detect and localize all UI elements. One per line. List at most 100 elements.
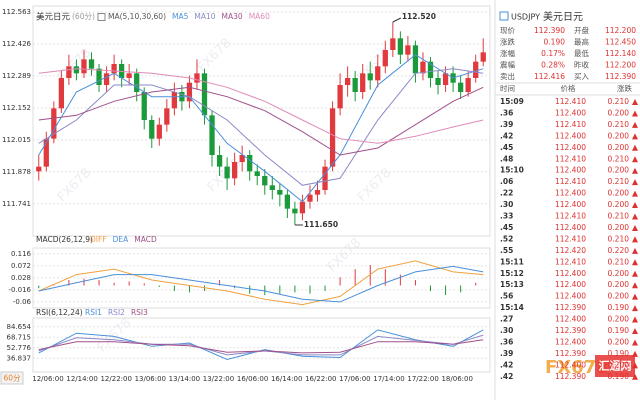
tick-time: 15:09 [500,97,524,106]
tick-change: 0.200 [608,292,630,301]
tick-price: 112.400 [555,292,586,301]
candle-body [337,85,343,109]
quote-label: 最低 [574,48,589,58]
tick-price: 112.400 [555,200,586,209]
indicator-line [38,86,484,156]
y-tick-label: 0.072 [11,262,31,270]
candle-body [465,78,471,92]
quote-label: 昨收 [574,60,589,70]
indicator-line [38,329,484,361]
tick-time: 15:12 [500,269,524,278]
x-tick-label: 12/22:00 [100,375,131,383]
tick-time: .48 [500,154,513,163]
up-arrow [632,179,638,186]
tick-time: .06 [500,177,513,186]
symbol: USDJPY [511,13,540,22]
x-tick-label: 17/14:00 [373,375,404,383]
legend-entry: MA5 [172,12,189,21]
x-tick-label: 17/22:00 [407,375,438,383]
watermark: FX678 [325,236,365,276]
x-tick-label: 13/06:00 [135,375,166,383]
candle-body [141,92,147,120]
candle-body [51,108,57,139]
candle-body [216,155,223,167]
table-header: 价格 [561,83,576,93]
tick-time: 15:13 [500,280,524,289]
candle-body [262,176,268,186]
x-tick-label: 13/14:00 [169,375,200,383]
tick-change: 0.200 [608,166,630,175]
symbol-name: 美元日元 [543,10,583,23]
quote-label: 震幅 [500,60,515,70]
annotation: 112.520 [402,12,436,21]
candle-body [457,82,464,92]
candle-body [88,59,95,69]
quote-value: 112.200 [605,61,636,70]
candle-body [43,138,49,167]
up-arrow [632,305,638,312]
tick-time: 15:10 [500,166,524,175]
up-arrow [632,259,638,266]
up-arrow [632,316,638,323]
up-arrow [632,121,638,128]
candle-body [126,73,132,78]
candle-body [231,162,238,179]
candle-body [322,166,328,190]
tick-price: 112.400 [555,315,586,324]
quote-label: 卖出 [500,71,515,81]
quote-value: 112.390 [534,26,565,35]
up-arrow [632,293,638,300]
up-arrow [632,339,638,346]
candle-body [390,38,396,50]
tick-change: 0.210 [608,154,630,163]
y-tick-label: 111.878 [2,168,31,176]
logo-brand: FX678 [545,357,609,378]
x-tick-label: 16/22:00 [305,375,336,383]
tick-change: 0.220 [608,246,630,255]
candle-body [420,61,426,74]
tick-price: 112.410 [555,97,586,106]
tick-time: .30 [500,326,513,335]
candle-body [201,73,208,116]
tick-price: 112.400 [555,360,586,369]
up-arrow [632,328,638,334]
candle-body [412,45,419,74]
tick-change: 0.210 [608,97,630,106]
tick-time: .52 [500,234,513,243]
tick-price: 112.400 [555,131,586,140]
tick-change: 0.210 [608,120,630,129]
tick-time: .33 [500,212,513,221]
candle-body [171,92,178,109]
y-tick-label: 112.426 [2,40,31,48]
y-tick-label: 36.837 [7,354,32,362]
candle-body [329,108,336,167]
candle-body [194,73,200,83]
tick-price: 112.410 [555,154,586,163]
quote-value: 0.17% [541,49,565,58]
candle-body [435,78,441,85]
candle-body [239,155,245,162]
candle-body [367,73,373,81]
candle-body [473,61,479,78]
up-arrow [632,247,638,254]
period-button[interactable] [0,371,24,385]
y-tick-label: 112.152 [2,104,31,112]
candle-body [292,208,298,214]
y-tick-label: 111.741 [2,200,31,208]
ma-checkbox[interactable] [97,13,106,21]
candle-body [247,155,253,172]
tick-price: 112.410 [555,177,586,186]
menu-icon[interactable] [499,11,509,21]
tick-change: 0.200 [608,189,630,198]
rsi-frame [32,317,491,373]
tick-price: 112.400 [555,269,586,278]
tick-time: .55 [500,246,513,255]
period-button-label[interactable]: 60分 [3,374,21,383]
candle-body [284,194,291,209]
up-arrow [632,167,638,174]
up-arrow [632,144,638,151]
tick-price: 112.410 [555,212,586,221]
candle-body [382,50,388,67]
candle-body [427,61,434,78]
candle-body [360,73,366,92]
